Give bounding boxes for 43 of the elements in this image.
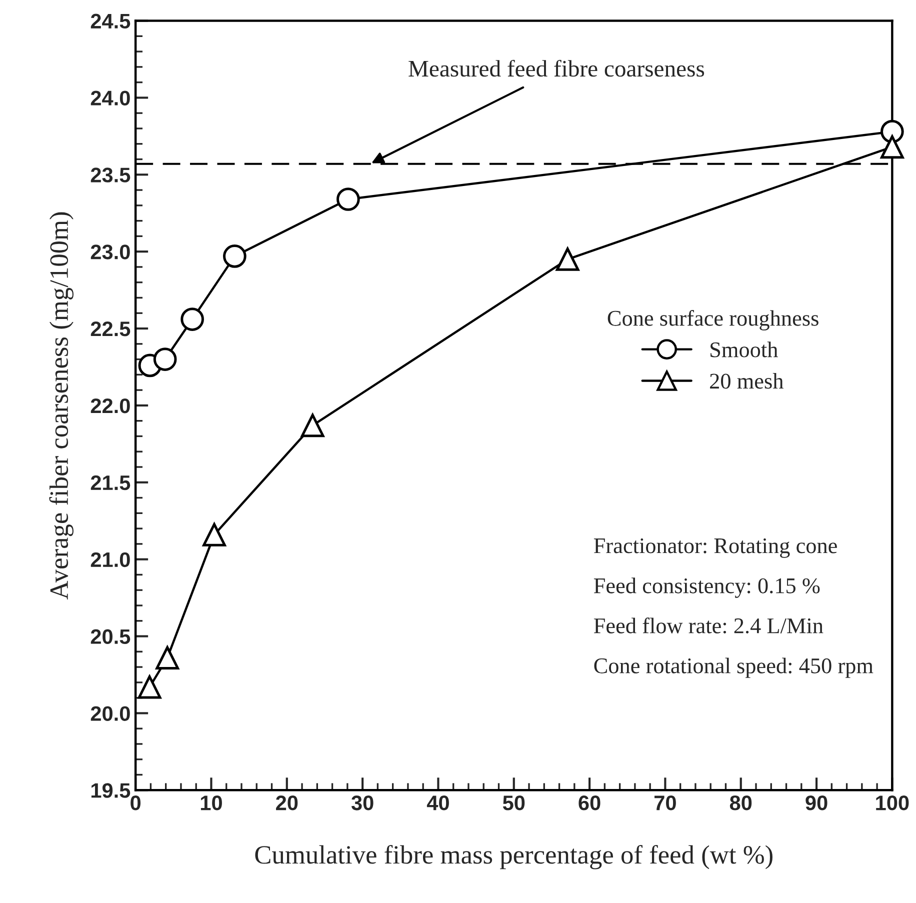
annotation: Feed consistency: 0.15 % — [594, 578, 820, 598]
x-tick-label: 90 — [806, 796, 828, 810]
ref-line-label: Measured feed fibre coarseness — [408, 60, 704, 77]
y-tick-label: 24.0 — [90, 90, 130, 106]
x-tick-label: 100 — [876, 796, 909, 810]
annotation: Cone rotational speed: 450 rpm — [594, 658, 874, 678]
y-tick-label: 19.5 — [91, 783, 130, 798]
legend-label: 20 mesh — [710, 373, 784, 389]
x-tick-label: 10 — [200, 796, 222, 810]
y-tick-label: 24.5 — [90, 14, 130, 29]
legend-label: Smooth — [710, 342, 778, 358]
point — [138, 675, 162, 699]
x-tick-label: 50 — [502, 796, 525, 810]
point — [556, 248, 580, 271]
point — [336, 188, 360, 211]
point — [153, 348, 177, 371]
legend-title: Cone surface roughness — [608, 310, 818, 330]
y-axis-title: Average fiber coarseness (mg/100m) — [49, 212, 74, 600]
point — [223, 244, 246, 268]
x-tick-label: 30 — [351, 796, 374, 810]
point — [300, 414, 324, 438]
point — [880, 120, 904, 144]
y-tick-label: 23.0 — [90, 244, 130, 260]
y-tick-label: 21.0 — [90, 552, 130, 568]
x-tick-label: 0 — [130, 796, 141, 810]
x-tick-label: 70 — [654, 796, 676, 810]
point — [180, 308, 204, 331]
annotation: Fractionator: Rotating cone — [594, 538, 837, 558]
y-tick-label: 20.0 — [90, 706, 130, 721]
point — [202, 523, 226, 546]
x-tick-label: 60 — [578, 796, 600, 810]
y-tick-label: 22.0 — [90, 398, 130, 414]
annotation: Feed flow rate: 2.4 L/Min — [594, 617, 824, 634]
x-tick-label: 80 — [730, 796, 752, 810]
point — [880, 135, 904, 159]
y-tick-label: 23.5 — [90, 168, 130, 182]
y-tick-label: 22.5 — [90, 322, 130, 336]
x-tick-label: 20 — [276, 796, 298, 810]
x-axis-title: Cumulative fibre mass percentage of feed (wt %) — [255, 844, 772, 870]
y-tick-label: 20.5 — [90, 629, 130, 644]
x-tick-label: 40 — [426, 796, 449, 810]
point — [156, 646, 180, 670]
y-tick-label: 21.5 — [90, 475, 130, 490]
